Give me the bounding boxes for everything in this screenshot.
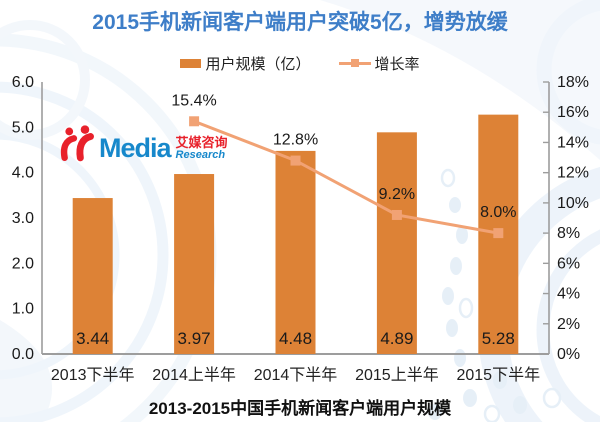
bar-series-label: 用户规模（亿） <box>205 55 311 73</box>
x-axis-label: 2014上半年 <box>152 366 236 384</box>
right-axis-tick-label: 12% <box>557 165 589 182</box>
chart-caption: 2013-2015中国手机新闻客户端用户规模 <box>148 399 452 418</box>
line-series-label: 增长率 <box>374 55 420 73</box>
left-axis-tick-label: 0.0 <box>12 346 34 363</box>
line-marker <box>493 228 504 239</box>
right-axis-tick-label: 14% <box>557 134 589 151</box>
right-axis-tick-label: 10% <box>557 195 589 212</box>
chart-legend: 用户规模（亿） 增长率 <box>0 53 600 73</box>
line-series-marker-icon <box>338 58 371 68</box>
left-axis-tick-label: 1.0 <box>12 301 34 318</box>
right-axis-tick-label: 4% <box>557 286 580 303</box>
bar-value-label: 4.48 <box>279 329 312 348</box>
logo-media-text: Media <box>99 133 172 164</box>
bar-value-label: 3.97 <box>178 329 211 348</box>
left-axis-tick-label: 2.0 <box>12 255 34 272</box>
right-axis-tick-label: 2% <box>557 316 580 333</box>
chart-title: 2015手机新闻客户端用户突破5亿，增势放缓 <box>92 11 508 34</box>
bar-series-swatch-icon <box>180 58 202 68</box>
line-value-label: 9.2% <box>379 186 415 203</box>
logo-chinese-text: 艾媒咨询 <box>175 135 228 150</box>
line-value-label: 12.8% <box>273 132 318 149</box>
bar <box>275 150 316 354</box>
bar <box>72 198 113 354</box>
line-value-label: 15.4% <box>171 92 216 109</box>
bar-value-label: 5.28 <box>482 329 515 348</box>
line-value-label: 8.0% <box>480 204 516 221</box>
bar <box>174 174 215 354</box>
logo-research-text: Research <box>175 149 226 161</box>
bar <box>376 132 417 354</box>
legend-item-line: 增长率 <box>338 53 420 74</box>
left-axis-tick-label: 5.0 <box>12 119 34 136</box>
x-axis-label: 2015上半年 <box>355 366 439 384</box>
bar-value-label: 4.89 <box>380 329 413 348</box>
right-axis-tick-label: 6% <box>557 255 580 272</box>
x-axis-label: 2014下半年 <box>254 366 338 384</box>
left-axis-tick-label: 4.0 <box>12 165 34 182</box>
left-axis-tick-label: 3.0 <box>12 210 34 227</box>
growth-line <box>193 119 499 235</box>
line-marker <box>290 155 301 166</box>
line-marker <box>189 116 200 127</box>
right-axis-tick-label: 18% <box>557 74 589 91</box>
left-axis-tick-label: 6.0 <box>12 74 34 91</box>
bar-value-label: 3.44 <box>76 329 109 348</box>
x-axis-label: 2015下半年 <box>456 366 540 384</box>
right-axis-tick-label: 0% <box>557 346 580 363</box>
x-axis-label: 2013下半年 <box>51 366 135 384</box>
imedia-logo: Media 艾媒咨询 Research <box>60 124 228 162</box>
legend-item-bar: 用户规模（亿） <box>180 53 311 74</box>
logo-people-icon <box>60 125 94 162</box>
line-marker <box>391 209 402 220</box>
right-axis-tick-label: 8% <box>557 225 580 242</box>
right-axis-tick-label: 16% <box>557 104 589 121</box>
